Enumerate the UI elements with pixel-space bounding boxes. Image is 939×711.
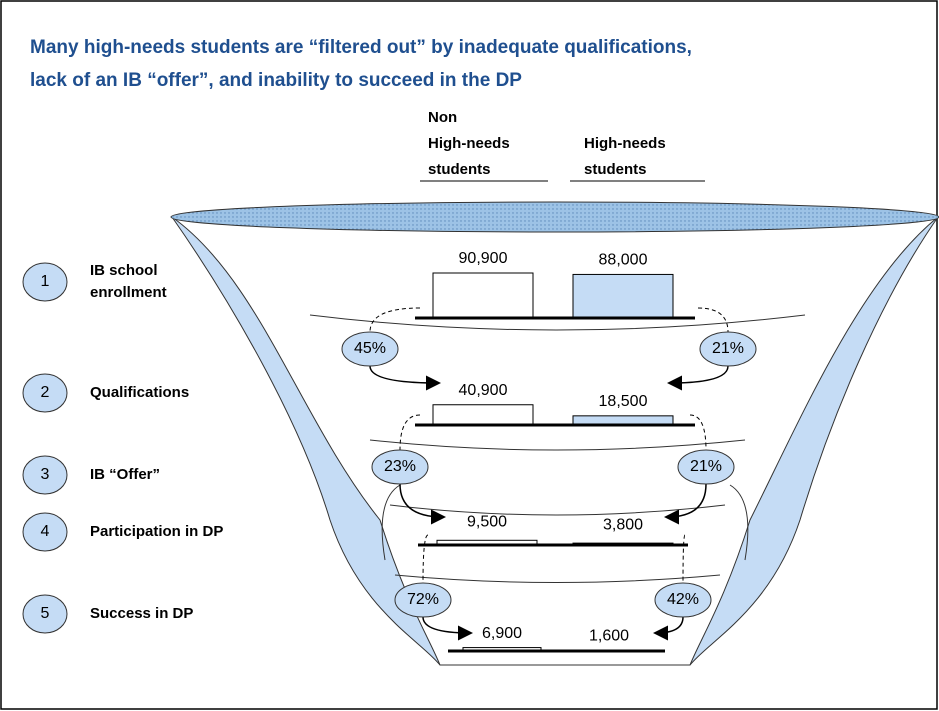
bar-label: 6,900	[482, 625, 522, 642]
rate-label: 21%	[690, 458, 722, 475]
column-header: students	[584, 161, 647, 178]
column-header: High-needs	[428, 135, 510, 152]
stage-label: Qualifications	[90, 384, 189, 401]
title: Many high-needs students are “filtered o…	[30, 37, 692, 58]
title: lack of an IB “offer”, and inability to …	[30, 70, 522, 91]
rate-label: 45%	[354, 340, 386, 357]
bar	[433, 405, 533, 425]
stage-label: Participation in DP	[90, 523, 223, 540]
rate-label: 21%	[712, 340, 744, 357]
bar-label: 40,900	[459, 382, 508, 399]
diagram: Many high-needs students are “filtered o…	[0, 0, 939, 711]
stage-label: Success in DP	[90, 605, 193, 622]
bar-label: 3,800	[603, 516, 643, 533]
rate-label: 23%	[384, 458, 416, 475]
stage-number: 4	[41, 523, 50, 540]
stage-label: IB “Offer”	[90, 466, 160, 483]
stage-label: IB school	[90, 262, 158, 279]
funnel-top	[171, 202, 939, 232]
bar-label: 18,500	[599, 393, 648, 410]
column-header: Non	[428, 109, 457, 126]
bar-label: 90,900	[459, 250, 508, 267]
rate-label: 42%	[667, 591, 699, 608]
column-header: High-needs	[584, 135, 666, 152]
bar-label: 1,600	[589, 627, 629, 644]
rate-label: 72%	[407, 591, 439, 608]
bar-label: 9,500	[467, 514, 507, 531]
bar	[573, 274, 673, 318]
stage-number: 1	[41, 273, 50, 290]
stage-number: 5	[41, 605, 50, 622]
stage-label: enrollment	[90, 284, 167, 301]
stage-number: 3	[41, 466, 50, 483]
bar-label: 88,000	[599, 252, 648, 269]
column-header: students	[428, 161, 491, 178]
bar	[433, 273, 533, 318]
stage-number: 2	[41, 384, 50, 401]
